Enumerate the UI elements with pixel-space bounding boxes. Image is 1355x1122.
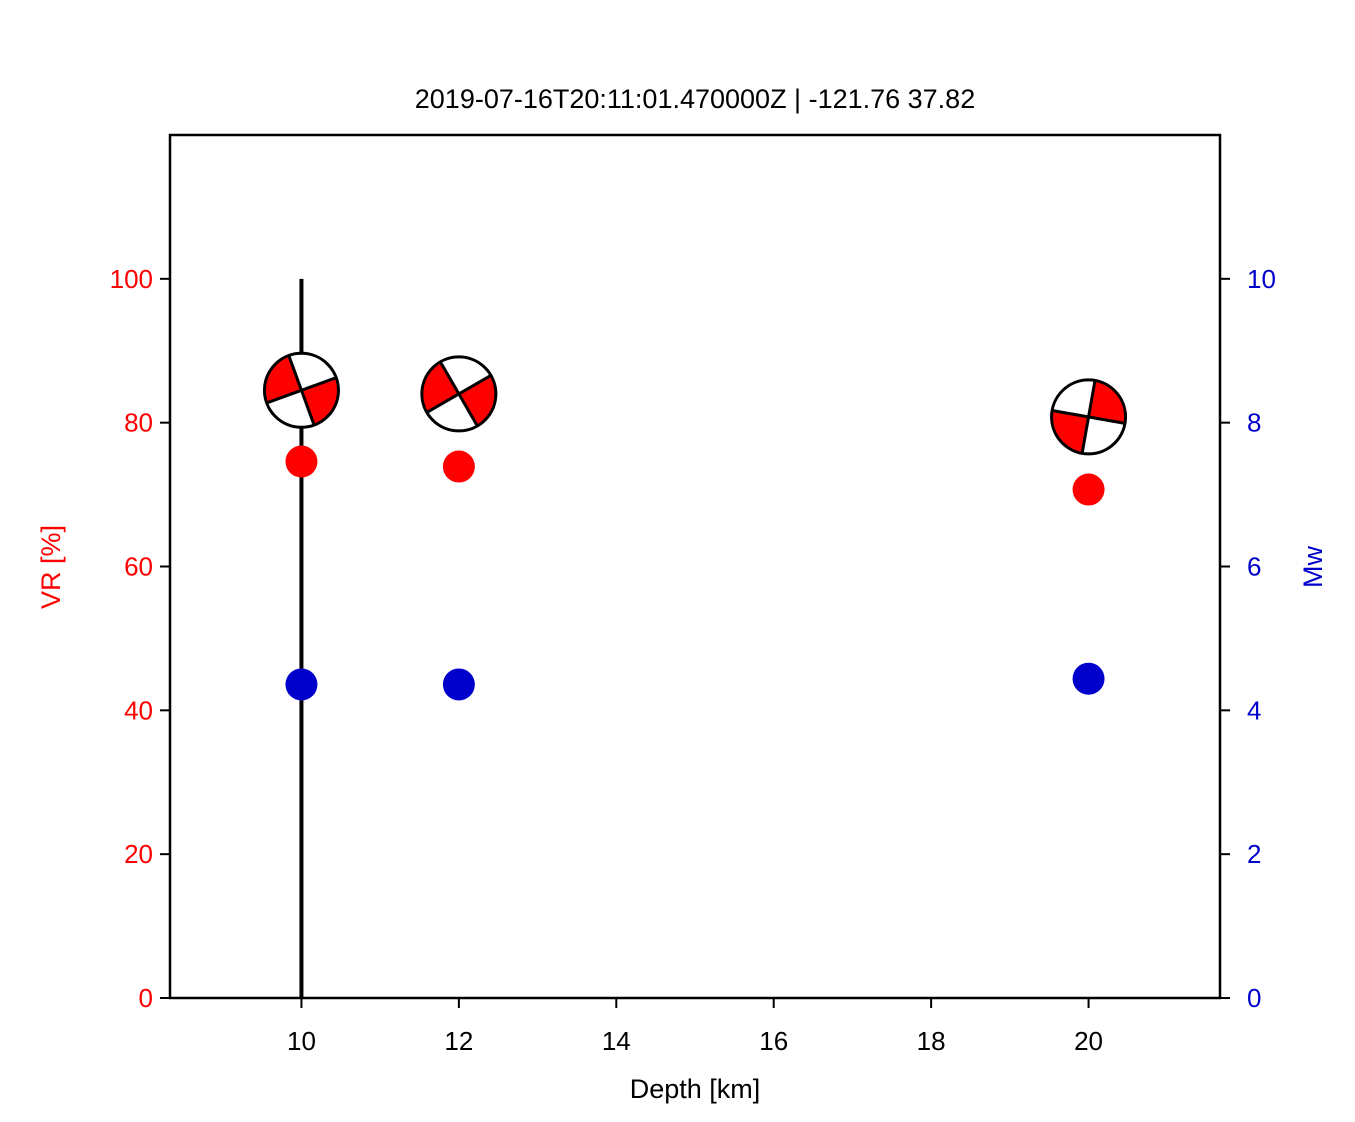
vr-point [285,445,318,478]
mw-point [285,668,318,701]
x-tick-label: 10 [287,1026,316,1056]
y-left-tick-label: 80 [124,408,153,438]
beachball-nodal-plane [439,361,479,427]
y-left-tick-label: 20 [124,839,153,869]
y-right-tick-label: 8 [1247,408,1261,438]
vr-point [442,450,475,483]
beachball-outline [1050,378,1128,456]
focal-mechanism-beachball [420,355,498,433]
beachball-nodal-plane [1051,409,1126,425]
x-tick-label: 18 [917,1026,946,1056]
y-left-tick-label: 0 [139,983,153,1013]
focal-mechanism-beachball [1050,378,1128,456]
plot-frame [168,133,1222,1000]
beachball-outline [262,351,340,429]
beachball-quadrant [421,361,459,413]
y-left-tick-label: 40 [124,695,153,725]
beachball-quadrant [1051,410,1089,454]
y-right-tick-label: 10 [1247,264,1276,294]
y-right-tick-label: 6 [1247,552,1261,582]
beachball-outline [420,355,498,433]
chart-title: 2019-07-16T20:11:01.470000Z | -121.76 37… [415,84,975,114]
vr-point [1072,473,1105,506]
focal-mechanism-beachball [262,351,340,429]
beachball-nodal-plane [287,355,316,426]
y-right-tick-label: 4 [1247,695,1261,725]
y-axis-label-left: VR [%] [36,525,66,609]
mw-point [1072,662,1105,695]
y-right-tick-label: 2 [1247,839,1261,869]
plot-area [170,135,1220,998]
beachball-quadrant [458,375,496,426]
beachball-quadrant [1088,380,1126,424]
y-axis-label-right: Mw [1298,546,1328,588]
x-tick-label: 12 [444,1026,473,1056]
x-tick-label: 20 [1074,1026,1103,1056]
mw-point [442,668,475,701]
x-axis-label: Depth [km] [630,1074,761,1104]
x-tick-label: 16 [759,1026,788,1056]
y-right-tick-label: 0 [1247,983,1261,1013]
x-tick-label: 14 [602,1026,631,1056]
y-left-tick-label: 100 [110,264,153,294]
y-left-tick-label: 60 [124,552,153,582]
